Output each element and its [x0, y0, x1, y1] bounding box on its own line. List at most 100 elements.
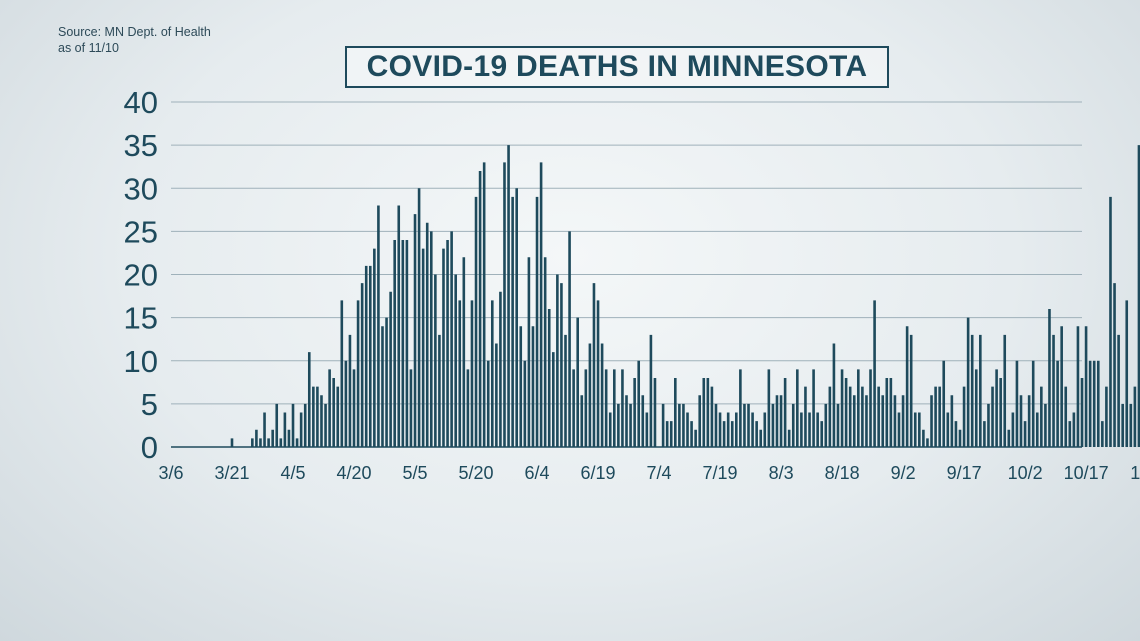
bar [429, 231, 433, 448]
bar [755, 421, 758, 448]
bar [759, 429, 763, 447]
bar [625, 395, 628, 447]
bar [495, 343, 498, 447]
x-tick-label: 5/20 [458, 463, 493, 483]
x-tick-label: 4/5 [280, 463, 305, 483]
bar [730, 421, 734, 448]
bar [726, 412, 730, 447]
bar [381, 326, 384, 447]
x-tick-label: 9/17 [947, 463, 982, 483]
bar [336, 386, 340, 448]
bar [771, 403, 775, 448]
bar [1019, 395, 1023, 447]
x-tick-label: 8/18 [825, 463, 860, 483]
bar [950, 395, 954, 447]
bar [865, 395, 868, 447]
x-tick-label: 3/21 [214, 463, 249, 483]
bar [604, 369, 608, 448]
bar [259, 438, 262, 448]
bar [1052, 334, 1055, 448]
bar [1092, 360, 1096, 447]
y-tick-label: 30 [124, 171, 158, 206]
bar [706, 378, 710, 447]
bar [1035, 412, 1039, 447]
bar [1064, 386, 1068, 448]
bar [1125, 300, 1129, 448]
bar [869, 369, 872, 448]
bar [873, 300, 876, 448]
bar [678, 403, 681, 448]
bar [446, 240, 449, 447]
bar [255, 429, 258, 447]
bar [747, 403, 750, 448]
bar [791, 403, 795, 448]
bar [970, 334, 974, 448]
x-tick-label: 4/20 [336, 463, 371, 483]
bar [816, 412, 819, 447]
bar [364, 265, 368, 448]
bar [279, 438, 283, 448]
bar [511, 196, 514, 448]
bar [572, 369, 575, 448]
bar [454, 274, 457, 447]
bar [596, 300, 600, 448]
bar [389, 291, 392, 447]
bar [702, 378, 706, 447]
bar [531, 326, 535, 447]
bar [722, 421, 726, 448]
bar [779, 395, 783, 447]
bar [385, 317, 388, 448]
bar [434, 274, 437, 447]
x-tick-label: 3/6 [158, 463, 183, 483]
bar [983, 421, 986, 448]
bar [665, 421, 669, 448]
x-tick-label: 10/2 [1008, 463, 1043, 483]
bar [946, 412, 950, 447]
bar [466, 369, 470, 448]
bar [698, 395, 702, 447]
bar [515, 188, 518, 447]
bar [251, 438, 254, 448]
bar [568, 231, 571, 448]
bar [999, 378, 1002, 447]
bar [360, 283, 364, 448]
bar [307, 352, 311, 448]
bar [560, 283, 563, 448]
y-tick-label: 20 [124, 258, 158, 293]
bar [283, 412, 287, 447]
bar [686, 412, 689, 447]
bar [303, 403, 307, 448]
bar [324, 403, 327, 448]
bar [934, 386, 937, 448]
bar [710, 386, 714, 448]
y-tick-label: 0 [141, 430, 158, 465]
bar [840, 369, 844, 448]
bar [1031, 360, 1035, 447]
bar [535, 196, 539, 448]
bar [1056, 360, 1059, 447]
bar [893, 395, 897, 447]
bar [462, 257, 466, 447]
bar [1044, 403, 1047, 448]
bar [735, 412, 738, 447]
bar [836, 403, 840, 448]
bar [1072, 412, 1076, 447]
bar [743, 403, 746, 448]
bar [580, 395, 584, 447]
bar [824, 403, 828, 448]
bar [889, 378, 893, 447]
bar [421, 248, 425, 447]
bar [413, 214, 417, 447]
bar [1109, 196, 1112, 448]
bar [425, 222, 429, 447]
y-tick-label: 15 [124, 301, 158, 336]
bar [450, 231, 453, 448]
source-line: Source: MN Dept. of Health [58, 25, 211, 39]
bar [1048, 309, 1051, 447]
bar [409, 369, 413, 448]
bar [299, 412, 303, 447]
bar [913, 412, 917, 447]
bar [1060, 326, 1063, 447]
bar [584, 369, 588, 448]
